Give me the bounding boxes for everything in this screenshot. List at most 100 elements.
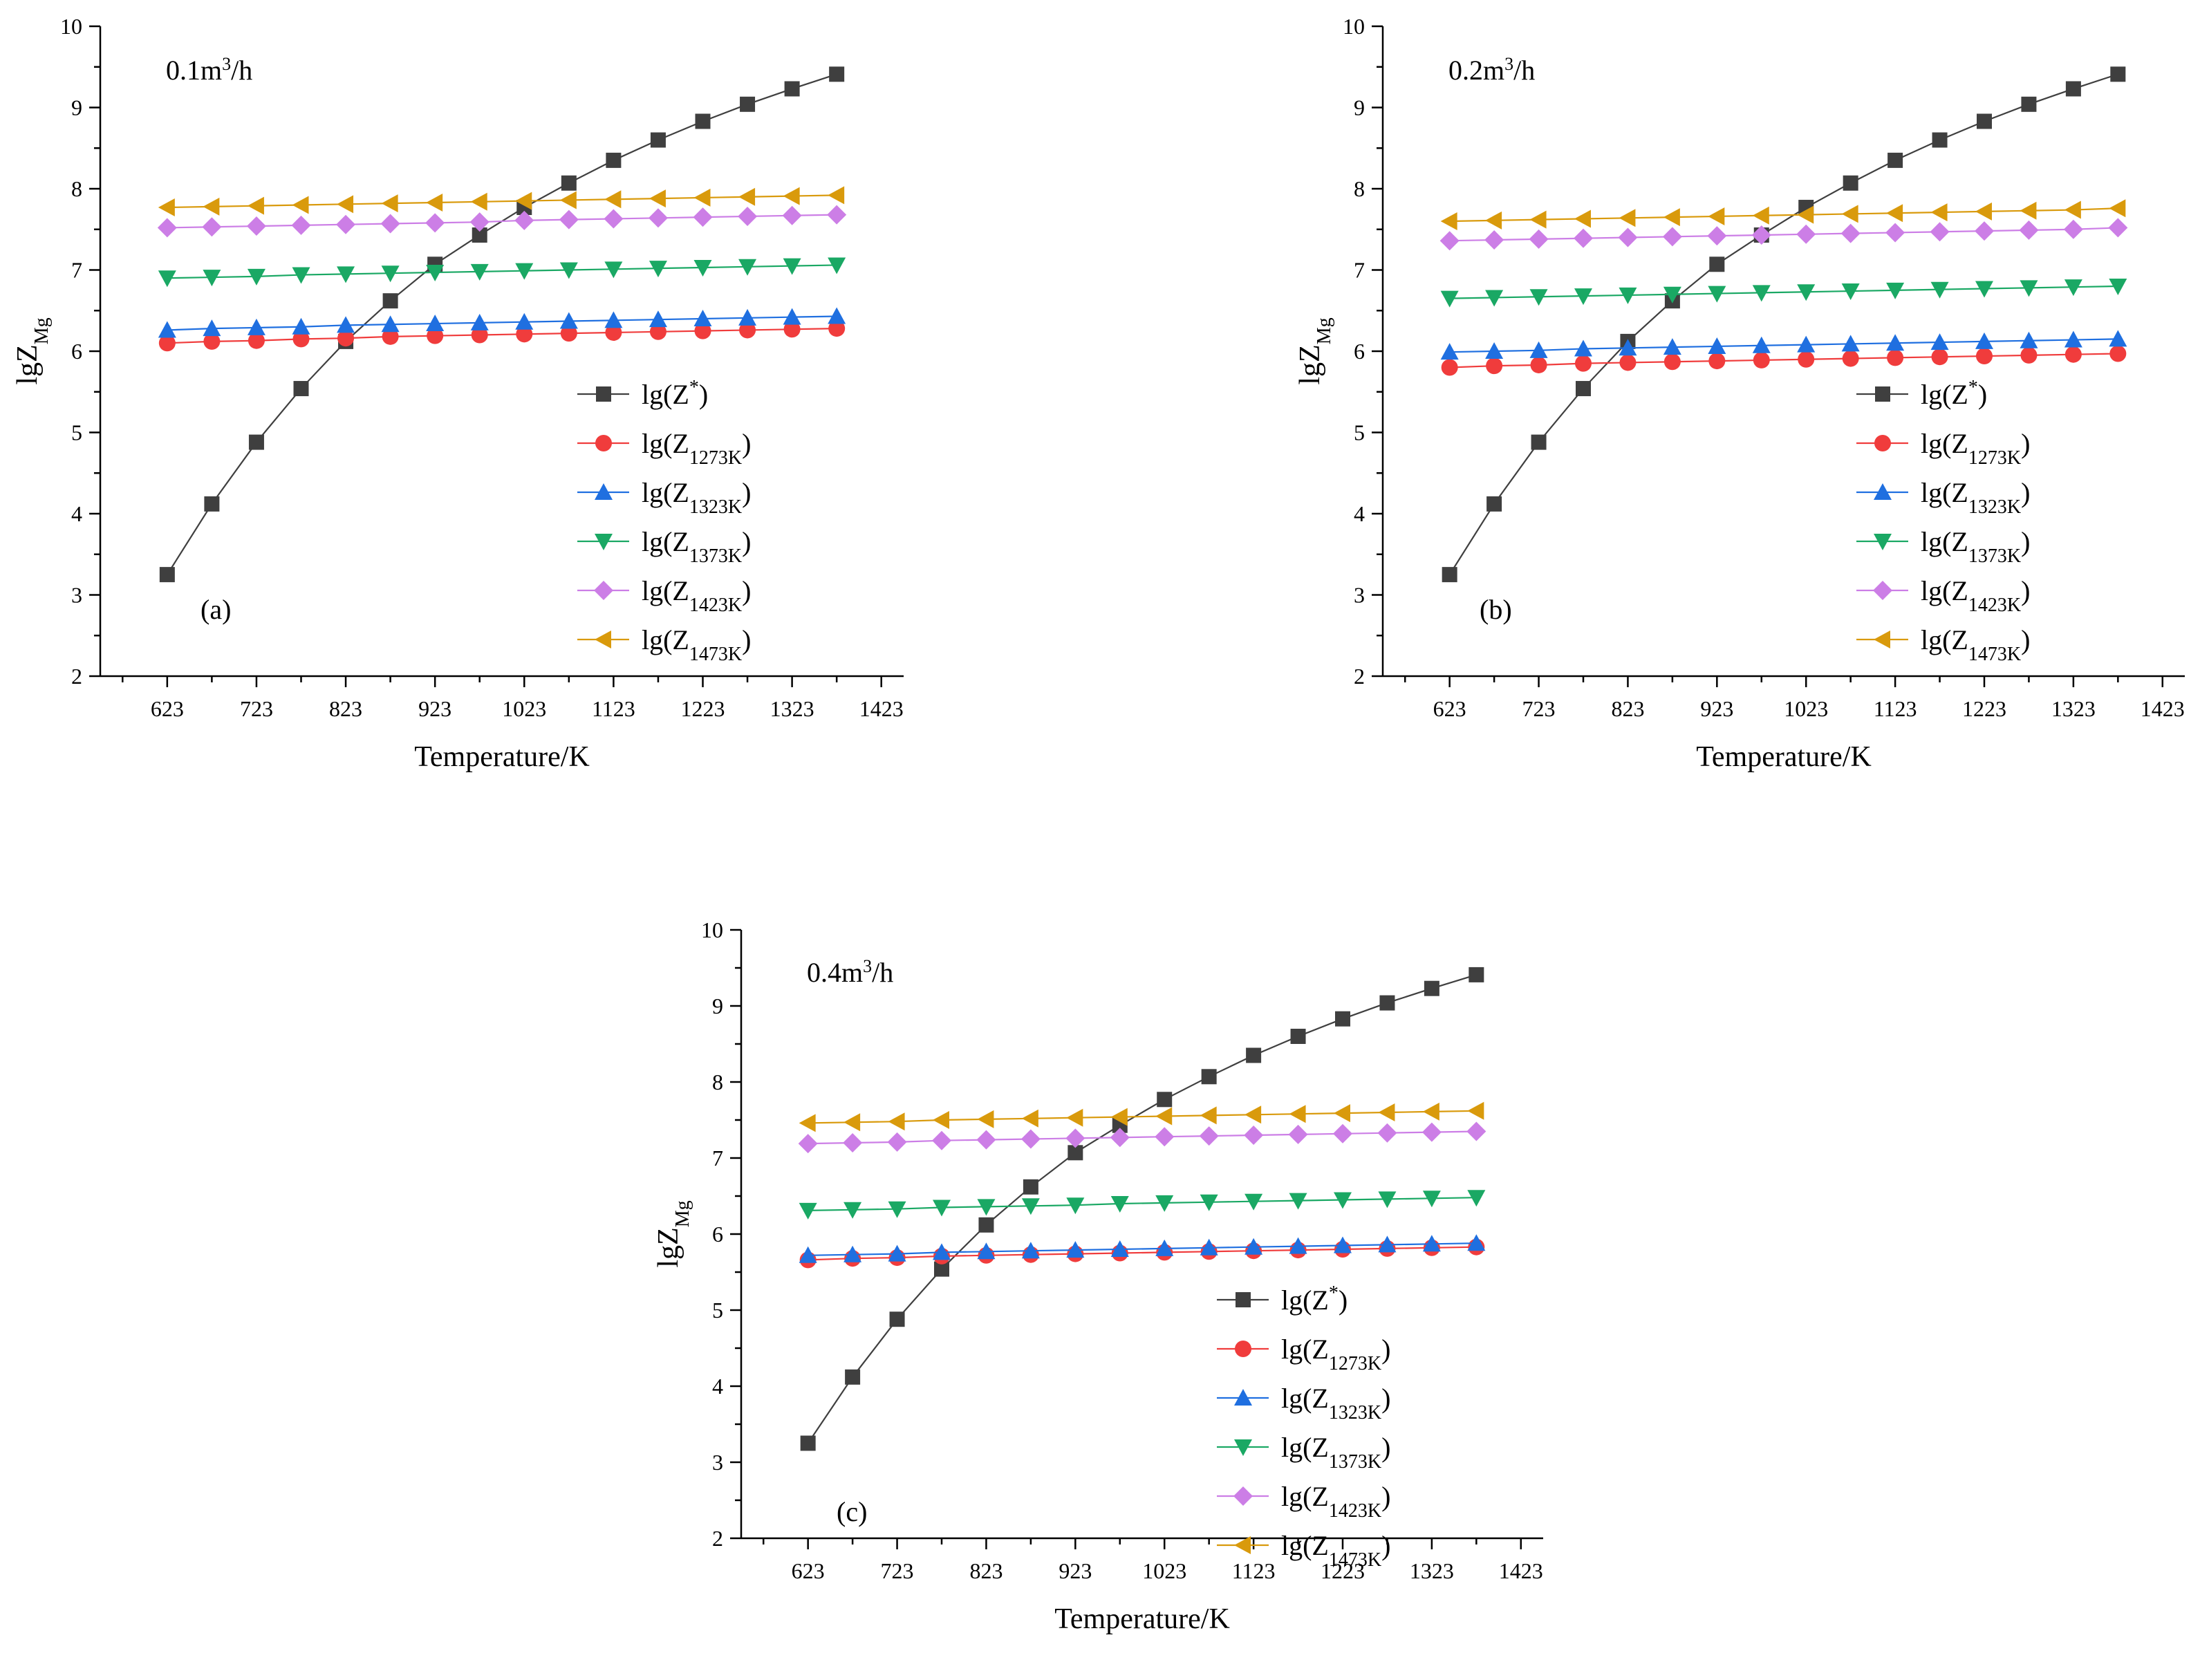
data-point-z1473 bbox=[977, 1110, 994, 1128]
data-point-z1373 bbox=[1529, 289, 1548, 306]
data-point-z1473 bbox=[783, 187, 800, 205]
data-point-zstar bbox=[472, 227, 487, 243]
data-point-z1423 bbox=[2108, 218, 2128, 238]
y-tick-label: 9 bbox=[712, 993, 723, 1018]
data-point-z1323 bbox=[1663, 338, 1681, 355]
data-point-z1373 bbox=[783, 258, 801, 275]
legend-label-z1473: lg(Z1473K) bbox=[642, 624, 751, 665]
data-point-z1373 bbox=[1574, 288, 1592, 306]
legend-marker-z1423 bbox=[1233, 1486, 1253, 1506]
x-tick-label: 1423 bbox=[1499, 1558, 1543, 1583]
data-point-z1373 bbox=[1200, 1194, 1218, 1211]
legend-marker-z1473 bbox=[1874, 631, 1890, 648]
y-tick-label: 6 bbox=[1354, 339, 1365, 364]
data-point-z1423 bbox=[1110, 1128, 1130, 1148]
data-point-z1423 bbox=[2063, 219, 2083, 239]
x-tick-label: 1423 bbox=[859, 696, 904, 721]
data-point-zstar bbox=[1442, 567, 1457, 583]
data-point-z1273 bbox=[605, 324, 622, 341]
data-point-z1473 bbox=[559, 191, 577, 209]
x-tick-label: 1023 bbox=[1784, 696, 1828, 721]
data-point-z1473 bbox=[2064, 200, 2081, 219]
y-tick-label: 9 bbox=[1354, 95, 1365, 120]
data-point-z1323 bbox=[1440, 343, 1459, 360]
data-point-z1323 bbox=[515, 312, 534, 330]
x-tick-label: 1323 bbox=[2051, 696, 2096, 721]
x-tick-label: 1323 bbox=[770, 696, 814, 721]
data-point-z1273 bbox=[427, 327, 444, 344]
data-point-z1423 bbox=[1975, 221, 1994, 241]
legend-item-z1273: lg(Z1273K) bbox=[577, 428, 751, 469]
data-point-z1423 bbox=[1155, 1127, 1175, 1147]
legend-label-z1273: lg(Z1273K) bbox=[1281, 1334, 1390, 1374]
legend: lg(Z*) lg(Z1273K) lg(Z1323K) lg(Z1373K) lg(Z… bbox=[1856, 377, 2030, 665]
y-tick-label: 10 bbox=[701, 917, 723, 942]
data-point-z1423 bbox=[887, 1132, 907, 1152]
data-point-z1373 bbox=[1485, 290, 1504, 307]
data-point-z1423 bbox=[1244, 1126, 1264, 1145]
legend-item-z1473: lg(Z1473K) bbox=[1217, 1530, 1390, 1571]
data-point-zstar bbox=[784, 81, 800, 97]
data-point-z1373 bbox=[1066, 1197, 1085, 1215]
series-line-z1423 bbox=[167, 214, 837, 229]
legend-item-z1423: lg(Z1423K) bbox=[1856, 575, 2030, 616]
data-point-zstar bbox=[159, 567, 175, 583]
data-point-z1373 bbox=[1841, 283, 1860, 301]
legend-marker-z1473 bbox=[595, 631, 611, 648]
data-point-z1473 bbox=[337, 195, 354, 214]
data-point-zstar bbox=[248, 434, 264, 450]
data-point-z1373 bbox=[738, 259, 757, 276]
series-z1323 bbox=[799, 1234, 1486, 1263]
data-point-z1473 bbox=[2020, 201, 2037, 220]
legend-marker-z1473 bbox=[1234, 1536, 1251, 1554]
y-tick-label: 8 bbox=[712, 1070, 723, 1094]
x-tick-label: 723 bbox=[1522, 696, 1556, 721]
data-point-zstar bbox=[1469, 967, 1484, 982]
data-point-z1273 bbox=[382, 328, 399, 345]
x-tick-label: 1223 bbox=[1321, 1558, 1365, 1583]
data-point-z1323 bbox=[649, 310, 667, 328]
series-z1273 bbox=[158, 320, 846, 352]
data-point-zstar bbox=[650, 132, 666, 148]
legend-marker-z1373 bbox=[1234, 1439, 1252, 1456]
data-point-zstar bbox=[889, 1312, 905, 1327]
data-point-z1473 bbox=[1841, 205, 1858, 223]
data-point-z1423 bbox=[1199, 1126, 1219, 1146]
data-point-zstar bbox=[561, 175, 577, 191]
data-point-z1423 bbox=[1484, 230, 1504, 250]
data-point-z1273 bbox=[1486, 357, 1503, 375]
data-point-zstar bbox=[1068, 1145, 1083, 1161]
data-point-z1473 bbox=[1467, 1101, 1484, 1120]
series-z1423 bbox=[798, 1121, 1486, 1154]
data-point-z1323 bbox=[559, 312, 578, 329]
data-point-z1273 bbox=[1887, 349, 1904, 366]
legend-item-z1373: lg(Z1373K) bbox=[1217, 1432, 1390, 1473]
data-point-z1323 bbox=[1975, 332, 1993, 349]
y-tick-label: 2 bbox=[71, 664, 82, 689]
data-point-z1373 bbox=[337, 266, 355, 283]
data-point-z1473 bbox=[1797, 205, 1814, 224]
legend-item-z1473: lg(Z1473K) bbox=[577, 624, 751, 665]
x-tick-label: 823 bbox=[969, 1558, 1003, 1583]
x-tick-label: 623 bbox=[792, 1558, 825, 1583]
data-point-zstar bbox=[695, 113, 711, 129]
data-point-z1323 bbox=[1378, 1235, 1397, 1253]
data-point-z1323 bbox=[1200, 1238, 1218, 1256]
legend-marker-z1323 bbox=[1874, 483, 1892, 500]
y-tick-label: 7 bbox=[712, 1146, 723, 1170]
x-tick-label: 1023 bbox=[502, 696, 546, 721]
y-tick-label: 8 bbox=[71, 176, 82, 201]
series-line-z1423 bbox=[808, 1130, 1477, 1145]
x-tick-label: 623 bbox=[1433, 696, 1466, 721]
data-point-z1423 bbox=[1840, 223, 1861, 243]
legend-item-z1323: lg(Z1323K) bbox=[577, 477, 751, 518]
x-tick-label: 923 bbox=[1700, 696, 1733, 721]
panel-label: (a) bbox=[201, 594, 231, 625]
x-tick-label: 1123 bbox=[592, 696, 635, 721]
y-tick-label: 7 bbox=[1354, 258, 1365, 283]
data-point-z1473 bbox=[649, 189, 666, 208]
x-tick-label: 623 bbox=[151, 696, 184, 721]
data-point-z1473 bbox=[515, 192, 532, 210]
panel-a: 623 723 823 923 1023 1123 1223 1323 1423 2 3 4 5 6 7 8 9… bbox=[12, 14, 904, 773]
data-point-z1373 bbox=[1378, 1191, 1397, 1208]
